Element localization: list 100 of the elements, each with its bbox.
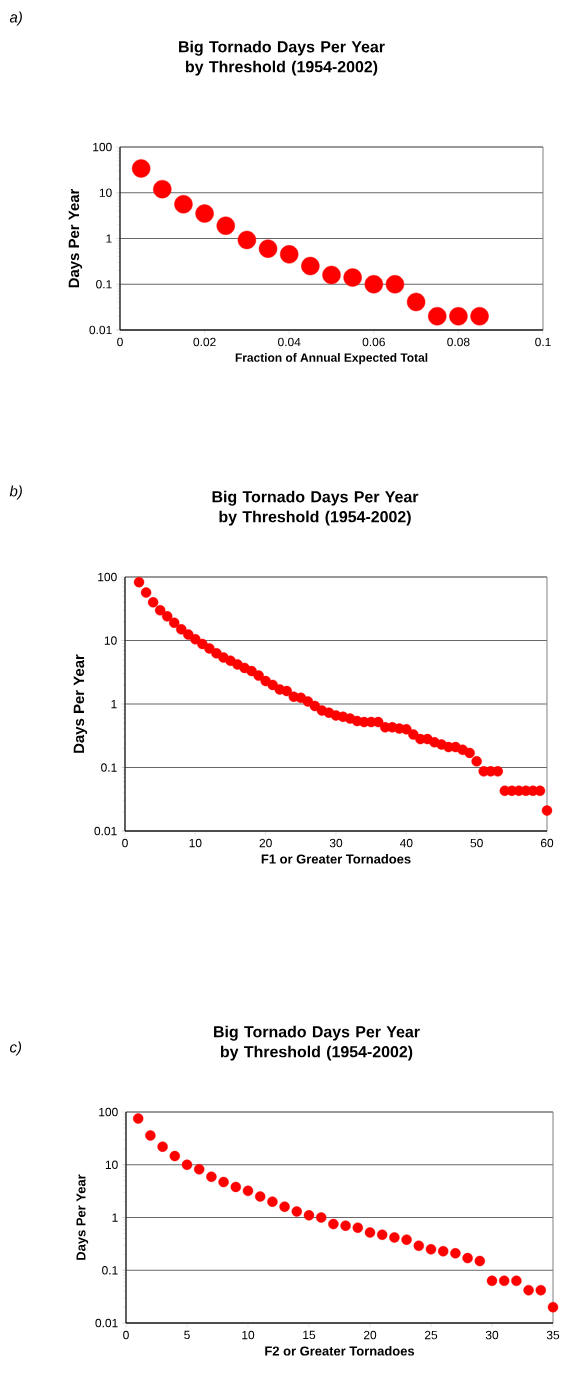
point — [194, 1164, 205, 1175]
point — [401, 724, 412, 735]
chart-title: Big Tornado Days Per Year by Threshold (1954-2002) — [214, 1025, 420, 1061]
point — [258, 239, 278, 258]
point — [145, 1130, 156, 1141]
point — [174, 195, 193, 214]
y-tick-label: 10 — [105, 1160, 118, 1169]
x-axis-title: F1 or Greater Tornadoes — [261, 854, 411, 864]
x-axis-title: F2 or Greater Tornadoes — [265, 1346, 415, 1356]
point — [385, 275, 405, 294]
y-tick-label: 0.1 — [101, 763, 117, 772]
point — [413, 1240, 425, 1252]
x-tick-label: 0.1 — [535, 337, 551, 347]
x-tick-label: 25 — [424, 1330, 438, 1340]
x-tick-label: 0 — [123, 1330, 129, 1340]
point — [147, 597, 159, 608]
point — [462, 1252, 473, 1264]
x-tick-label: 10 — [242, 1330, 255, 1340]
point — [303, 1210, 315, 1221]
text: c) — [10, 1041, 22, 1056]
y-tick-label: 0.1 — [102, 1266, 118, 1275]
x-tick-label: 0.02 — [193, 337, 216, 347]
point — [280, 245, 299, 264]
y-tick-label: 100 — [98, 572, 117, 582]
y-tick-label: 10 — [99, 188, 112, 197]
point — [242, 1185, 254, 1197]
point — [302, 696, 314, 707]
point — [162, 611, 173, 622]
x-tick-label: 0.06 — [362, 337, 385, 347]
chart-title: Big Tornado Days Per Year by Threshold (1954-2002) — [179, 40, 385, 76]
point — [206, 1171, 217, 1183]
chart-title: Big Tornado Days Per Year by Threshold (1954-2002) — [212, 490, 419, 526]
point — [291, 1206, 303, 1217]
y-tick-label: 1 — [112, 1213, 118, 1222]
point — [279, 1201, 290, 1212]
point — [301, 256, 320, 276]
x-tick-label: 10 — [189, 838, 202, 848]
point — [535, 1284, 547, 1296]
point — [211, 648, 222, 659]
point — [328, 1218, 339, 1230]
point — [140, 587, 152, 598]
point — [255, 1191, 266, 1202]
point — [157, 1141, 168, 1152]
point — [449, 307, 468, 326]
point — [523, 1284, 534, 1296]
point — [230, 1181, 242, 1193]
point — [216, 216, 235, 235]
point — [190, 633, 201, 645]
point — [176, 624, 187, 635]
point — [541, 805, 553, 816]
x-tick-label: 20 — [259, 838, 272, 848]
point — [425, 1244, 437, 1255]
point — [364, 275, 384, 294]
point — [377, 1229, 388, 1241]
point — [474, 1255, 486, 1267]
point — [237, 230, 257, 250]
x-tick-label: 40 — [399, 838, 413, 848]
point — [133, 576, 145, 588]
x-tick-label: 30 — [485, 1330, 499, 1340]
point — [195, 204, 214, 223]
x-tick-label: 20 — [363, 1330, 377, 1340]
point — [470, 307, 489, 326]
point — [464, 747, 475, 759]
point — [406, 292, 426, 312]
y-tick-label: 0.01 — [95, 1318, 118, 1328]
y-axis-title: Days Per Year — [68, 188, 83, 288]
x-tick-label: 0.08 — [447, 337, 470, 347]
x-tick-label: 0 — [122, 838, 128, 848]
x-tick-label: 0 — [117, 337, 123, 347]
x-tick-label: 30 — [329, 838, 343, 848]
y-tick-label: 0.1 — [96, 280, 112, 289]
text: b) — [9, 485, 22, 500]
y-tick-label: 1 — [111, 699, 117, 709]
y-axis-title: Days Per Year — [76, 1174, 89, 1260]
point — [428, 307, 447, 326]
point — [169, 617, 180, 629]
point — [316, 1212, 327, 1223]
x-tick-label: 5 — [184, 1330, 190, 1340]
text: a) — [9, 11, 22, 26]
y-tick-label: 100 — [99, 1107, 118, 1117]
point — [322, 265, 341, 285]
point — [197, 638, 208, 650]
y-tick-label: 0.01 — [89, 325, 112, 335]
point — [204, 643, 215, 654]
point — [389, 1232, 400, 1243]
point — [373, 716, 384, 728]
y-tick-label: 100 — [93, 142, 112, 152]
point — [340, 1220, 351, 1231]
point — [486, 1275, 498, 1287]
point — [450, 1248, 461, 1259]
point — [364, 1227, 376, 1238]
point — [352, 1222, 364, 1233]
point — [133, 1113, 144, 1124]
point — [499, 1275, 510, 1287]
x-tick-label: 60 — [540, 838, 554, 848]
y-tick-label: 10 — [104, 636, 117, 645]
point — [181, 1159, 193, 1170]
point — [343, 268, 362, 287]
x-tick-label: 35 — [546, 1330, 560, 1340]
y-axis-title: Days Per Year — [73, 654, 88, 753]
